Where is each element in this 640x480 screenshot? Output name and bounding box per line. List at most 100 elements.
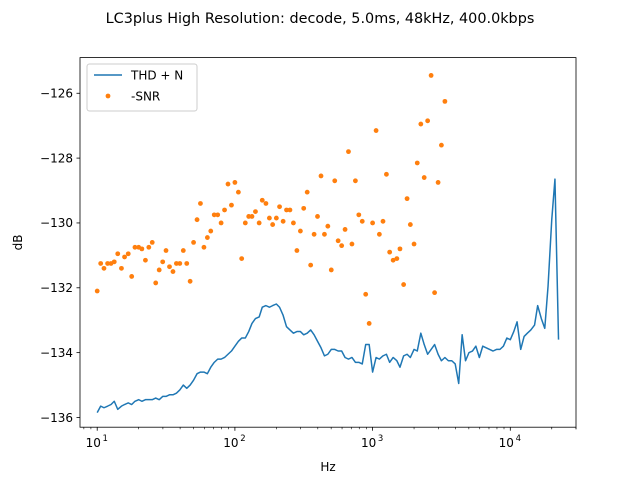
legend-marker-swatch bbox=[105, 93, 111, 99]
y-tick-label: −132 bbox=[40, 281, 73, 295]
snr-point bbox=[259, 197, 265, 203]
snr-point bbox=[115, 251, 121, 257]
snr-point bbox=[370, 220, 375, 226]
snr-point bbox=[266, 215, 272, 221]
x-axis-label: Hz bbox=[320, 460, 335, 474]
snr-point bbox=[359, 218, 365, 224]
x-tick-exponent: 4 bbox=[516, 434, 521, 444]
y-axis-label: dB bbox=[11, 234, 25, 250]
snr-point bbox=[332, 178, 338, 184]
snr-point bbox=[349, 241, 355, 247]
snr-point bbox=[356, 212, 362, 218]
snr-point bbox=[373, 128, 379, 133]
snr-point bbox=[304, 189, 310, 195]
snr-point bbox=[198, 201, 203, 206]
x-tick-exponent: 3 bbox=[378, 434, 383, 444]
snr-point bbox=[132, 244, 138, 250]
snr-point bbox=[184, 261, 190, 266]
snr-point bbox=[191, 240, 196, 245]
snr-point bbox=[218, 220, 224, 226]
snr-point bbox=[418, 121, 424, 127]
snr-point bbox=[339, 243, 345, 249]
snr-point bbox=[287, 207, 293, 213]
snr-point bbox=[366, 321, 372, 326]
snr-point bbox=[301, 205, 307, 211]
snr-point bbox=[143, 257, 148, 263]
y-tick-label: −128 bbox=[40, 151, 73, 165]
snr-point bbox=[180, 248, 186, 253]
snr-point bbox=[442, 98, 448, 104]
snr-point bbox=[256, 220, 262, 226]
snr-point bbox=[353, 178, 358, 184]
snr-point bbox=[322, 231, 327, 237]
snr-point bbox=[273, 215, 279, 221]
series-line-thd-n bbox=[96, 178, 560, 413]
snr-point bbox=[208, 228, 214, 234]
snr-point bbox=[387, 249, 393, 255]
snr-point bbox=[187, 278, 193, 284]
snr-point bbox=[222, 207, 227, 213]
snr-point bbox=[170, 269, 176, 274]
snr-point bbox=[342, 227, 348, 232]
snr-point bbox=[414, 160, 420, 166]
x-tick-exponent: 1 bbox=[102, 434, 107, 444]
snr-point bbox=[325, 223, 331, 229]
snr-point bbox=[204, 235, 210, 240]
snr-point bbox=[318, 173, 324, 179]
snr-point bbox=[174, 261, 179, 266]
snr-point bbox=[335, 238, 341, 244]
plot-frame bbox=[80, 57, 576, 428]
snr-point bbox=[211, 212, 217, 218]
snr-point bbox=[291, 220, 296, 226]
legend-label-snr: -SNR bbox=[131, 90, 160, 104]
snr-point bbox=[98, 261, 104, 266]
snr-point bbox=[411, 241, 417, 247]
legend-label-thd-n: THD + N bbox=[130, 69, 183, 83]
snr-point bbox=[177, 261, 183, 266]
x-tick-label: 10 bbox=[499, 436, 514, 450]
snr-point bbox=[311, 231, 317, 237]
snr-point bbox=[101, 265, 107, 271]
y-tick-label: −130 bbox=[40, 216, 73, 230]
snr-point bbox=[229, 202, 234, 208]
legend: THD + N -SNR bbox=[86, 63, 198, 112]
snr-point bbox=[129, 274, 135, 279]
x-tick-label: 10 bbox=[86, 436, 101, 450]
snr-point bbox=[315, 214, 320, 219]
snr-point bbox=[119, 265, 124, 271]
snr-point bbox=[421, 175, 427, 180]
snr-point bbox=[139, 246, 145, 252]
snr-point bbox=[215, 212, 221, 218]
snr-point bbox=[239, 256, 245, 262]
chart-title: LC3plus High Resolution: decode, 5.0ms, … bbox=[106, 11, 535, 27]
snr-point bbox=[156, 267, 162, 273]
snr-point bbox=[225, 181, 231, 187]
snr-point bbox=[298, 228, 303, 234]
snr-point bbox=[428, 73, 434, 78]
snr-point bbox=[235, 189, 241, 195]
x-tick-label: 10 bbox=[361, 436, 376, 450]
snr-point bbox=[363, 291, 369, 297]
snr-point bbox=[146, 244, 152, 250]
snr-point bbox=[308, 262, 314, 268]
snr-point bbox=[280, 218, 286, 224]
snr-point bbox=[284, 207, 289, 213]
x-tick-exponent: 2 bbox=[240, 434, 245, 444]
snr-point bbox=[149, 240, 155, 245]
snr-point bbox=[153, 280, 159, 286]
y-tick-label: −136 bbox=[40, 411, 73, 425]
snr-point bbox=[270, 222, 276, 227]
snr-point bbox=[435, 180, 441, 185]
snr-point bbox=[425, 118, 431, 124]
y-tick-label: −126 bbox=[40, 87, 73, 101]
snr-point bbox=[407, 222, 413, 227]
y-axis: −126 −128 −130 −132 −134 −136 bbox=[40, 87, 80, 425]
snr-point bbox=[167, 264, 172, 270]
snr-point bbox=[376, 231, 382, 237]
snr-point bbox=[105, 261, 111, 266]
snr-point bbox=[160, 259, 166, 265]
snr-point bbox=[432, 290, 437, 296]
snr-point bbox=[122, 254, 127, 260]
snr-point bbox=[201, 244, 207, 250]
